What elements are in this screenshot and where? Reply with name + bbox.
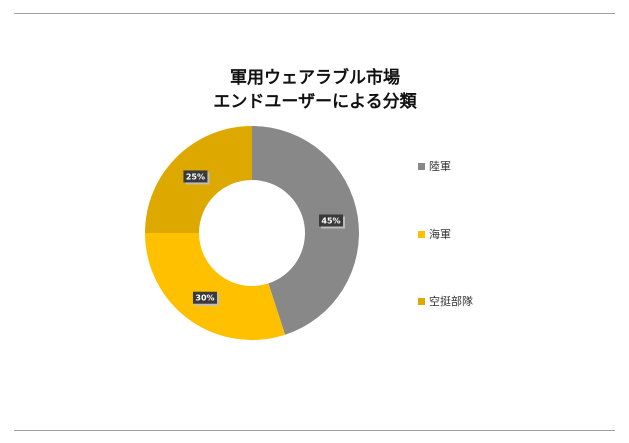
legend-label-navy: 海軍 [429,228,451,241]
chart-title-line-1: 軍用ウェアラブル市場 [230,68,400,88]
data-label-airborne: 25% [183,170,210,185]
data-label-text: 45% [321,216,340,225]
data-label-text: 25% [186,172,205,181]
legend-label-airborne: 空挺部隊 [429,295,473,308]
legend-item-navy: 海軍 [418,226,451,242]
legend-swatch-airborne [418,297,425,305]
chart-title: 軍用ウェアラブル市場 エンドユーザーによる分類 [150,66,480,114]
donut-slice-navy [145,233,286,341]
data-label-box [183,170,208,183]
data-label-text: 30% [195,294,214,303]
data-label-navy: 30% [192,291,219,306]
donut-slice-army [252,126,359,335]
chart-title-line-2: エンドユーザーによる分類 [213,92,417,112]
data-label-army: 45% [319,214,346,229]
data-label-box [192,291,217,304]
legend-item-army: 陸軍 [418,158,451,174]
legend-swatch-navy [418,230,425,238]
legend-item-airborne: 空挺部隊 [418,293,473,309]
data-label-box [319,214,344,227]
legend-swatch-army [418,162,425,170]
legend-label-army: 陸軍 [429,160,451,173]
top-divider [14,13,615,14]
bottom-divider [14,430,615,431]
